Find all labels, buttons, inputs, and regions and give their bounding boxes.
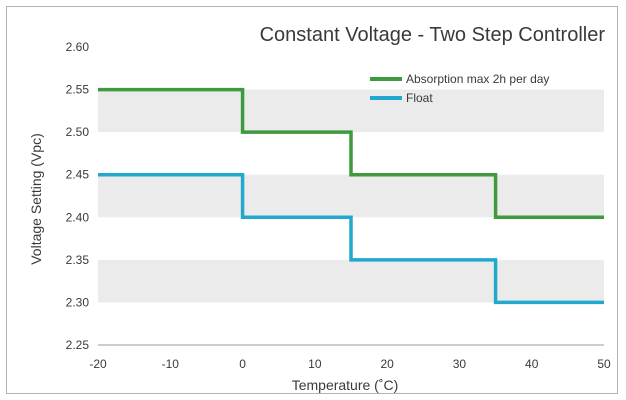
grid-band (98, 259, 604, 303)
series-line-float (98, 172, 604, 305)
y-tick-label: 2.45 (66, 168, 90, 182)
y-axis-label: Voltage Setting (Vpc) (28, 133, 44, 265)
x-tick-labels: -20 -10 0 10 20 30 40 50 (89, 357, 611, 371)
series-line-absorption (98, 87, 604, 220)
y-tick-label: 2.30 (66, 295, 90, 309)
x-tick-label: 0 (239, 357, 246, 371)
x-tick-label: 10 (308, 357, 322, 371)
series-lines (98, 87, 604, 305)
x-tick-label: 50 (597, 357, 611, 371)
y-tick-label: 2.25 (66, 338, 90, 352)
x-tick-label: -10 (162, 357, 180, 371)
chart-title: Constant Voltage - Two Step Controller (260, 24, 606, 46)
y-tick-label: 2.35 (66, 253, 90, 267)
y-tick-labels: 2.25 2.30 2.35 2.40 2.45 2.50 2.55 2.60 (66, 40, 90, 352)
y-tick-label: 2.40 (66, 210, 90, 224)
legend: Absorption max 2h per day Float (370, 72, 549, 105)
legend-label-absorption: Absorption max 2h per day (406, 72, 549, 86)
x-tick-label: 20 (380, 357, 394, 371)
y-tick-label: 2.50 (66, 125, 90, 139)
grid-band (98, 89, 604, 133)
legend-label-float: Float (406, 91, 433, 105)
x-tick-label: 40 (525, 357, 539, 371)
y-tick-label: 2.60 (66, 40, 90, 54)
y-tick-label: 2.55 (66, 83, 90, 97)
grid-band (98, 174, 604, 218)
x-axis-label: Temperature (˚C) (292, 377, 399, 393)
x-tick-label: 30 (453, 357, 467, 371)
grid-bands (98, 89, 604, 303)
x-tick-label: -20 (89, 357, 107, 371)
